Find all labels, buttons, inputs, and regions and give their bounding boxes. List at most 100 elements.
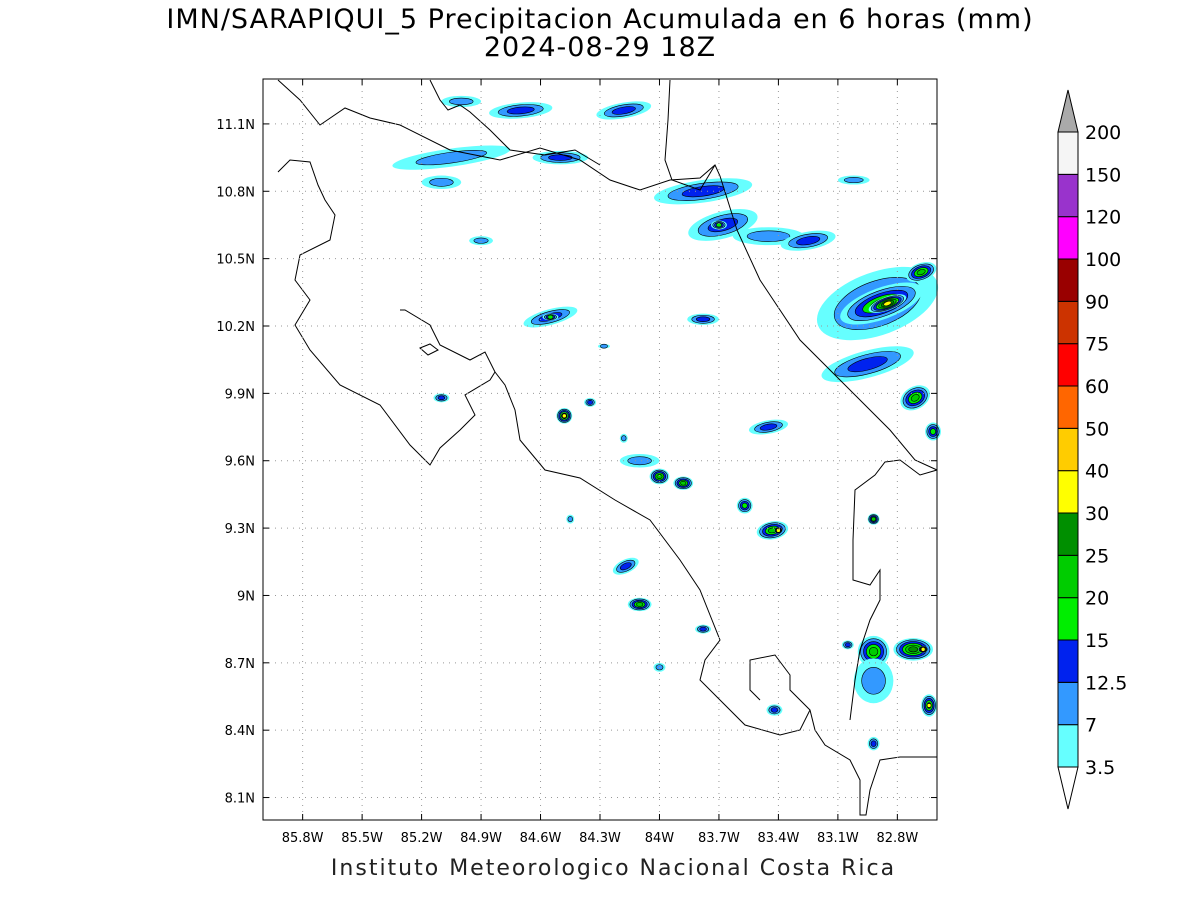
precip-cell bbox=[847, 356, 888, 373]
colorbar-label: 60 bbox=[1085, 376, 1109, 398]
x-tick-label: 83.7W bbox=[698, 831, 740, 846]
precip-cell bbox=[930, 428, 936, 435]
x-axis-ticks: 85.8W 85.5W 85.2W 84.9W 84.6W 84.3W 84W 83.7W 83… bbox=[282, 79, 918, 846]
colorbar-label: 120 bbox=[1085, 207, 1121, 229]
colorbar-swatch bbox=[1057, 512, 1079, 556]
colorbar-swatch bbox=[1057, 343, 1079, 387]
lat-lon-grid bbox=[263, 79, 937, 820]
x-tick-label: 85.5W bbox=[341, 831, 383, 846]
colorbar-under-triangle bbox=[1057, 766, 1079, 810]
precip-field-layer bbox=[392, 95, 941, 751]
chart-subtitle-date: 2024-08-29 18Z bbox=[483, 32, 717, 63]
island-chira bbox=[419, 343, 439, 356]
precip-cell bbox=[636, 602, 644, 607]
y-tick-label: 8.1N bbox=[225, 792, 255, 807]
lake-nicaragua-edge bbox=[429, 79, 601, 166]
border-panama bbox=[849, 459, 938, 721]
precip-cell bbox=[908, 646, 919, 653]
colorbar-label: 20 bbox=[1085, 588, 1109, 610]
precip-cell bbox=[843, 177, 864, 184]
precip-cell bbox=[844, 642, 851, 648]
colorbar: 3.5 7 12.5 15 20 25 30 40 50 60 75 90 100 120 150 200 bbox=[1057, 89, 1127, 810]
colorbar-swatch bbox=[1057, 131, 1079, 175]
precip-cell bbox=[656, 474, 663, 479]
y-tick-label: 8.4N bbox=[225, 724, 255, 739]
coastline-layer bbox=[277, 79, 938, 816]
precip-cell bbox=[437, 395, 446, 401]
precip-cell bbox=[680, 480, 687, 486]
y-tick-label: 9N bbox=[237, 589, 255, 604]
x-tick-label: 84.9W bbox=[460, 831, 502, 846]
colorbar-label: 7 bbox=[1085, 715, 1097, 737]
colorbar-swatch bbox=[1057, 173, 1079, 218]
colorbar-label: 50 bbox=[1085, 418, 1109, 440]
x-tick-label: 82.8W bbox=[876, 831, 918, 846]
precip-cell bbox=[600, 343, 608, 349]
colorbar-label: 100 bbox=[1085, 249, 1121, 271]
precip-cell bbox=[746, 230, 791, 242]
colorbar-swatch bbox=[1057, 639, 1079, 683]
precip-cell bbox=[449, 97, 474, 106]
colorbar-label: 12.5 bbox=[1085, 672, 1127, 694]
colorbar-swatch bbox=[1057, 470, 1079, 514]
x-tick-label: 83.4W bbox=[758, 831, 800, 846]
precip-cell bbox=[547, 314, 554, 320]
x-tick-label: 84W bbox=[645, 831, 675, 846]
precip-cell bbox=[920, 647, 926, 652]
x-tick-label: 83.1W bbox=[817, 831, 859, 846]
colorbar-label: 90 bbox=[1085, 291, 1109, 313]
precip-cell bbox=[506, 106, 535, 115]
precip-cell bbox=[587, 400, 593, 405]
x-tick-label: 84.3W bbox=[579, 831, 621, 846]
colorbar-label: 15 bbox=[1085, 630, 1109, 652]
coastline-pacific-nicoya bbox=[277, 159, 496, 466]
x-tick-label: 85.2W bbox=[401, 831, 443, 846]
colorbar-swatch bbox=[1057, 597, 1079, 641]
precip-cell bbox=[429, 177, 454, 187]
precip-cell bbox=[562, 413, 567, 419]
colorbar-swatch bbox=[1057, 554, 1079, 599]
precip-cell bbox=[699, 626, 707, 632]
precip-cell bbox=[621, 435, 627, 442]
colorbar-swatch bbox=[1057, 300, 1079, 345]
y-tick-label: 10.8N bbox=[216, 185, 255, 200]
chart-title: IMN/SARAPIQUI_5 Precipitacion Acumulada … bbox=[166, 4, 1034, 35]
precip-cell bbox=[910, 394, 920, 402]
coastline-pacific-central bbox=[494, 371, 811, 736]
colorbar-label: 30 bbox=[1085, 503, 1109, 525]
precip-cell bbox=[796, 236, 821, 246]
x-tick-label: 85.8W bbox=[282, 831, 324, 846]
precip-cell bbox=[871, 516, 876, 522]
precip-cell bbox=[870, 740, 877, 747]
colorbar-swatch bbox=[1057, 385, 1079, 429]
precip-cell bbox=[695, 316, 711, 322]
map-frame bbox=[262, 78, 938, 821]
precip-cell bbox=[770, 707, 779, 713]
y-tick-label: 10.2N bbox=[216, 320, 255, 335]
precip-cell bbox=[741, 502, 748, 509]
colorbar-label: 150 bbox=[1085, 164, 1121, 186]
y-axis-ticks: 8.1N 8.4N 8.7N 9N 9.3N 9.6N 9.9N 10.2N 10.5N 10.8… bbox=[216, 118, 937, 807]
y-tick-label: 9.3N bbox=[225, 522, 255, 537]
colorbar-swatch bbox=[1057, 681, 1079, 726]
colorbar-label: 200 bbox=[1085, 122, 1121, 144]
precip-cell bbox=[627, 456, 652, 466]
coastline-caribbean bbox=[664, 79, 716, 191]
precip-cell bbox=[473, 237, 489, 244]
colorbar-swatch bbox=[1057, 258, 1079, 302]
precip-cell bbox=[715, 222, 722, 228]
y-tick-label: 9.6N bbox=[225, 455, 255, 470]
colorbar-label: 40 bbox=[1085, 461, 1109, 483]
colorbar-swatch bbox=[1057, 724, 1079, 768]
colorbar-label: 75 bbox=[1085, 334, 1109, 356]
colorbar-swatch bbox=[1057, 216, 1079, 260]
precip-cell bbox=[567, 516, 573, 523]
colorbar-over-triangle bbox=[1057, 89, 1079, 133]
x-tick-label: 84.6W bbox=[520, 831, 562, 846]
coastline-pacific-south bbox=[809, 709, 937, 816]
y-tick-label: 11.1N bbox=[216, 118, 255, 133]
y-tick-label: 9.9N bbox=[225, 387, 255, 402]
precip-cell bbox=[611, 106, 636, 115]
precip-cell bbox=[776, 528, 781, 533]
